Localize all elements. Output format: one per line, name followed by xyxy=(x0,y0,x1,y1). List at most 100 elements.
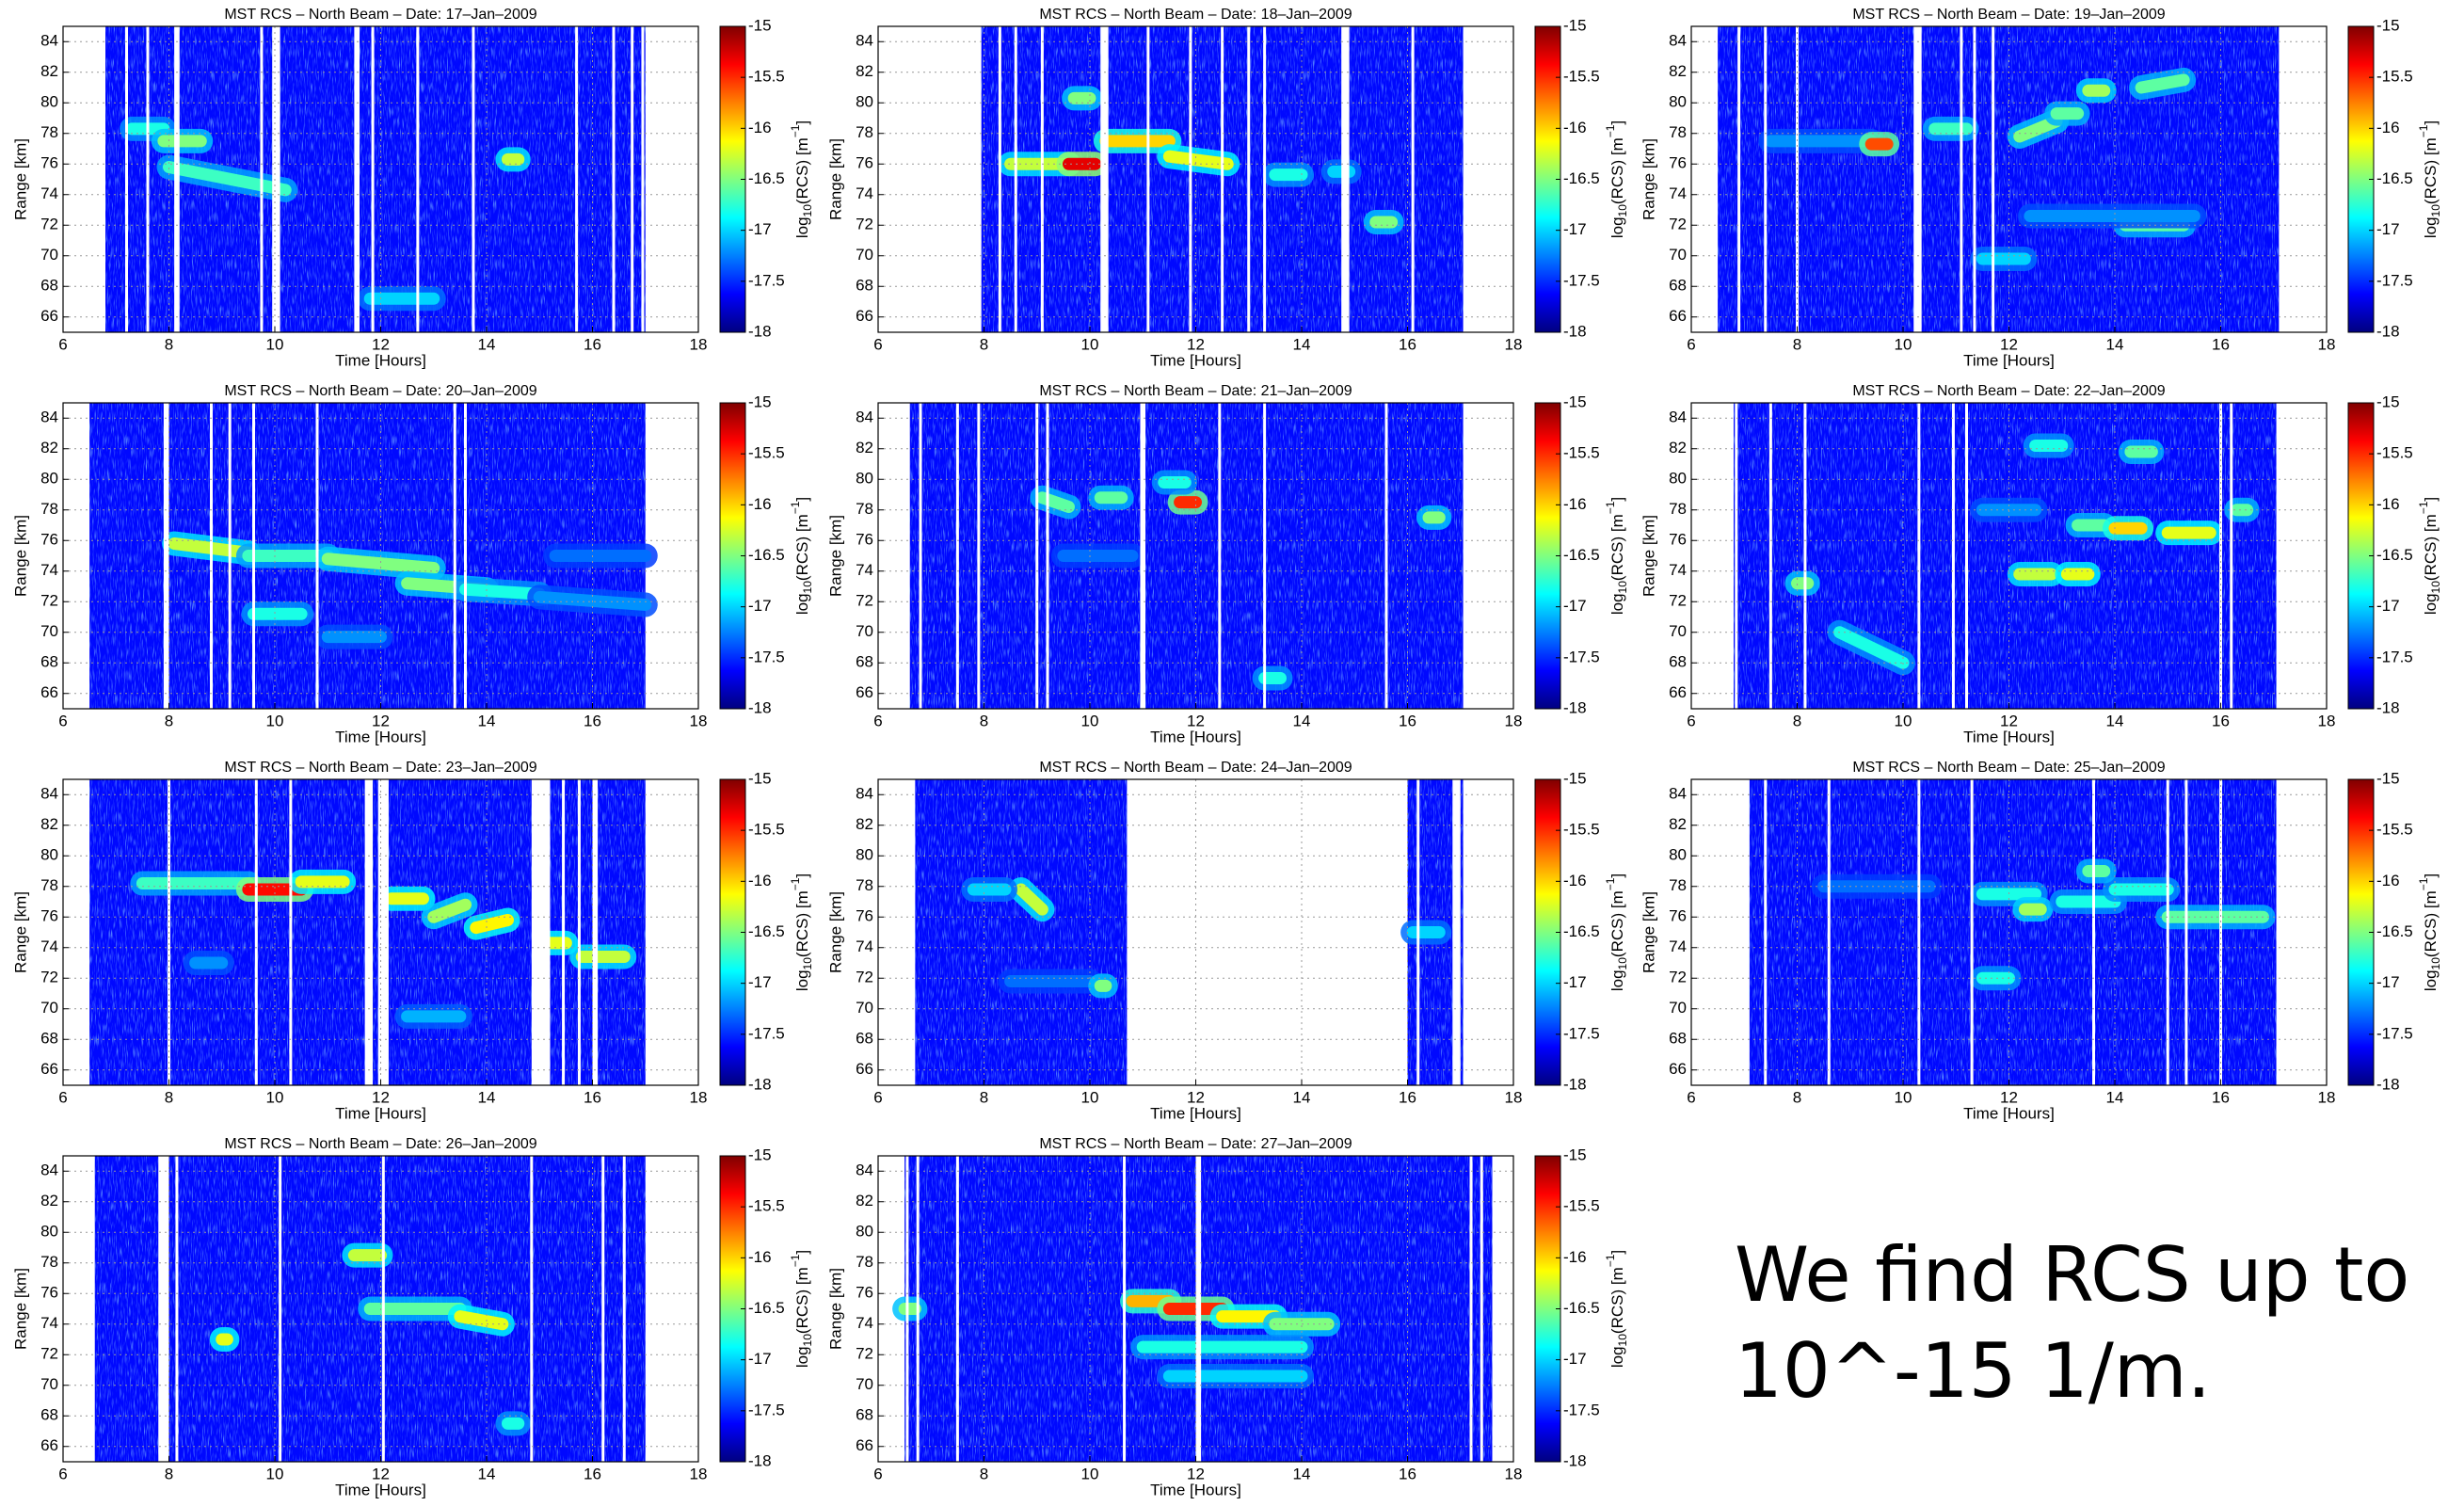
colorbar-tick-label: -17.5 xyxy=(748,648,785,665)
colorbar-tick-label: -15 xyxy=(1563,393,1587,410)
colorbar-tick-label: -16.5 xyxy=(748,546,785,564)
colorbar-label-part: log xyxy=(793,216,811,238)
y-tick-label: 84 xyxy=(40,409,58,426)
data-gap xyxy=(1735,403,1738,709)
data-gap xyxy=(562,779,566,1085)
x-axis-label: Time [Hours] xyxy=(1150,351,1241,369)
colorbar-tick-label: -17 xyxy=(1563,220,1587,238)
data-gap xyxy=(916,1156,920,1462)
data-gap xyxy=(1917,779,1921,1085)
y-tick-label: 74 xyxy=(856,561,873,579)
y-tick-label: 84 xyxy=(856,785,873,803)
x-tick-label: 14 xyxy=(1293,335,1311,353)
colorbar-tick-label: -16.5 xyxy=(1563,922,1600,940)
colorbar-tick-label: -17 xyxy=(2376,973,2400,991)
y-tick-label: 72 xyxy=(1669,592,1687,610)
colorbar-tick-label: -16 xyxy=(2376,872,2400,889)
data-gap xyxy=(125,26,128,332)
colorbar-tick-label: -15 xyxy=(748,393,772,410)
data-gap xyxy=(377,779,389,1085)
x-axis-label: Time [Hours] xyxy=(335,1481,426,1498)
data-gap xyxy=(416,26,420,332)
data-gap xyxy=(530,1156,534,1462)
y-tick-label: 80 xyxy=(1669,846,1687,864)
y-tick-label: 66 xyxy=(40,307,58,325)
colorbar-label-part: −1 xyxy=(2417,501,2430,514)
x-tick-label: 16 xyxy=(584,1088,601,1106)
colorbar-tick-label: -16 xyxy=(748,1248,772,1266)
y-tick-label: 80 xyxy=(1669,470,1687,488)
plot-content xyxy=(1718,26,2280,332)
colorbar-label-part: ] xyxy=(2422,873,2440,878)
y-tick-label: 68 xyxy=(40,1030,58,1048)
chart-title: MST RCS – North Beam – Date: 17–Jan–2009 xyxy=(224,7,536,23)
colorbar-label-part: −1 xyxy=(789,501,802,514)
colorbar-tick-label: -15.5 xyxy=(748,821,785,839)
x-tick-label: 18 xyxy=(690,335,708,353)
x-tick-label: 10 xyxy=(266,1465,284,1482)
x-tick-label: 10 xyxy=(1081,1088,1099,1106)
colorbar-tick-label: -15 xyxy=(1563,1146,1587,1163)
colorbar-tick-label: -17.5 xyxy=(748,271,785,289)
y-tick-label: 80 xyxy=(856,470,873,488)
colorbar-tick-label: -16.5 xyxy=(1563,1299,1600,1317)
colorbar-label-part: −1 xyxy=(789,1254,802,1267)
y-tick-label: 76 xyxy=(856,531,873,549)
y-tick-label: 78 xyxy=(1669,500,1687,518)
y-tick-label: 66 xyxy=(40,1060,58,1078)
colorbar-tick-label: -18 xyxy=(1563,1075,1587,1093)
plot-content xyxy=(89,779,646,1085)
y-tick-label: 76 xyxy=(1669,907,1687,925)
axes-frame xyxy=(62,25,699,333)
x-tick-label: 14 xyxy=(478,335,496,353)
y-tick-label: 84 xyxy=(40,785,58,803)
colorbar-tick-label: -18 xyxy=(2376,698,2400,716)
colorbar-label-part: ] xyxy=(793,120,811,125)
data-gap xyxy=(977,403,981,709)
colorbar-tick-label: -16.5 xyxy=(1563,546,1600,564)
colorbar-tick-label: -18 xyxy=(748,698,772,716)
colorbar-label-part: 10 xyxy=(2429,204,2442,217)
data-gap xyxy=(1218,403,1222,709)
y-tick-label: 72 xyxy=(1669,216,1687,233)
x-tick-label: 14 xyxy=(2106,712,2124,729)
colorbar-label-part: (RCS) [m xyxy=(793,890,811,957)
data-gap xyxy=(2184,779,2188,1085)
colorbar-label-part: (RCS) [m xyxy=(1608,890,1626,957)
data-gap xyxy=(1046,403,1049,709)
y-tick-label: 66 xyxy=(856,683,873,701)
y-tick-label: 82 xyxy=(856,1192,873,1210)
data-gap xyxy=(210,403,213,709)
y-tick-label: 76 xyxy=(40,154,58,172)
x-tick-label: 16 xyxy=(1399,1465,1416,1482)
colorbar-label-part: −1 xyxy=(2417,877,2430,890)
colorbar-tick-label: -18 xyxy=(748,1075,772,1093)
colorbar-label-part: ] xyxy=(1608,873,1626,878)
x-tick-label: 8 xyxy=(1793,1088,1801,1106)
colorbar-tick-label: -16.5 xyxy=(2376,922,2413,940)
y-tick-label: 70 xyxy=(856,999,873,1017)
x-tick-label: 10 xyxy=(266,1088,284,1106)
y-tick-label: 66 xyxy=(1669,307,1687,325)
data-gap xyxy=(254,779,258,1085)
colorbar-tick-label: -17 xyxy=(748,1350,772,1368)
noise-texture xyxy=(1749,779,2277,1085)
data-gap xyxy=(1965,403,1968,709)
y-tick-label: 78 xyxy=(40,500,58,518)
x-tick-label: 18 xyxy=(2318,712,2336,729)
colorbar-tick-label: -17 xyxy=(2376,220,2400,238)
data-gap xyxy=(163,403,169,709)
x-axis-label: Time [Hours] xyxy=(335,728,426,745)
y-tick-label: 78 xyxy=(40,1253,58,1271)
chart-title: MST RCS – North Beam – Date: 18–Jan–2009 xyxy=(1039,7,1352,23)
x-tick-label: 6 xyxy=(1687,335,1695,353)
colorbar-tick-label: -17 xyxy=(748,597,772,615)
data-gap xyxy=(1189,26,1192,332)
x-axis-label: Time [Hours] xyxy=(335,1104,426,1122)
data-gap xyxy=(1970,779,1974,1085)
plot-content xyxy=(915,779,1464,1085)
y-tick-label: 82 xyxy=(856,815,873,833)
x-tick-label: 18 xyxy=(1505,335,1523,353)
